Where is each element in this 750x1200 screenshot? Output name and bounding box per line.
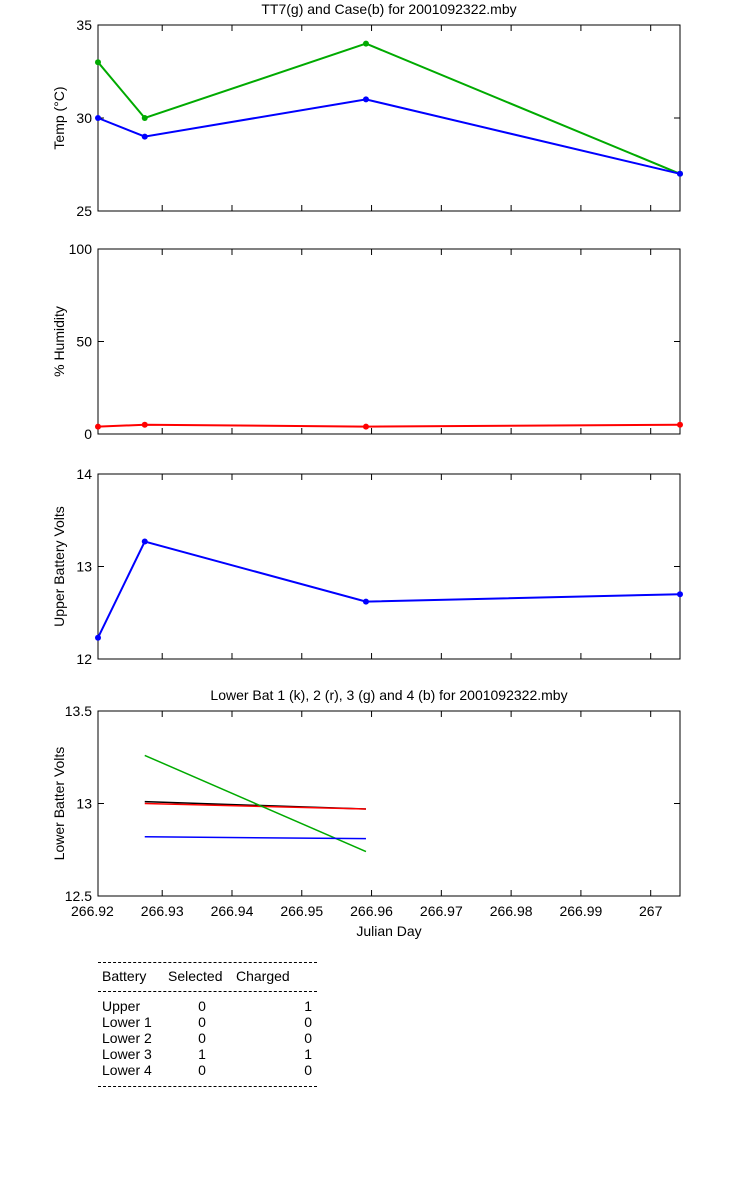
charged-value: 1 [304,1046,312,1062]
y-tick-label: 12.5 [65,888,92,904]
data-point [362,96,369,103]
y-axis-label: % Humidity [51,306,67,377]
chart-panel: 12.5 13 13.5 266.92 266.93 266.94 266.95 266.96… [51,687,681,939]
chart-panel: 0 50 100 % Humidity [51,241,683,442]
battery-name: Lower 2 [102,1030,152,1046]
y-axis-label: Lower Batter Volts [51,747,67,861]
charged-value: 0 [304,1014,312,1030]
x-tick-label: 266.98 [490,903,533,919]
plot-frame [97,473,681,660]
x-tick-label: 266.94 [211,903,254,919]
y-tick-label: 0 [84,426,92,442]
table-rule-top [98,962,317,963]
y-tick-label: 12 [76,651,92,667]
table-row: Lower 1 0 0 [98,1014,317,1030]
chart-title: Lower Bat 1 (k), 2 (r), 3 (g) and 4 (b) … [210,687,567,703]
data-point [141,538,148,545]
battery-name: Lower 4 [102,1062,152,1078]
charged-value: 0 [304,1062,312,1078]
y-tick-label: 13 [76,559,92,575]
chart-title: TT7(g) and Case(b) for 2001092322.mby [261,1,516,17]
selected-value: 0 [198,1030,206,1046]
series-line-ff0000 [144,802,366,810]
y-tick-label: 25 [76,203,92,219]
data-point [141,115,148,121]
x-tick-label: 266.97 [420,903,463,919]
series-line-00aa00 [97,42,681,175]
table-body: Upper 0 1 Lower 1 0 0 Lower 2 0 0 Lower … [98,992,317,1086]
y-axis-label: Upper Battery Volts [51,506,67,627]
table-rule-bottom [98,1086,317,1087]
table-row: Lower 4 0 0 [98,1062,317,1078]
x-axis-label: Julian Day [356,923,421,939]
selected-value: 0 [198,1062,206,1078]
data-point [677,170,683,177]
data-point [677,421,683,428]
table-row: Lower 3 1 1 [98,1046,317,1062]
y-tick-label: 13.5 [65,703,92,719]
charged-value: 1 [304,998,312,1014]
y-axis-label: Temp (°C) [51,86,67,149]
battery-status-table: Battery Selected Charged Upper 0 1 Lower… [98,962,317,1087]
x-tick-label: 266.95 [280,903,323,919]
battery-name: Lower 1 [102,1014,152,1030]
y-tick-label: 100 [69,241,93,257]
data-point [141,421,148,428]
chart-panel: 25 30 35 TT7(g) and Case(b) for 2001092322.… [51,1,683,219]
chart-figure: 25 30 35 TT7(g) and Case(b) for 2001092322.… [51,1,683,939]
series-line-00aa00 [144,754,367,853]
header-battery: Battery [102,968,147,984]
battery-name: Lower 3 [102,1046,152,1062]
data-point [362,40,369,47]
data-point [362,598,369,605]
selected-value: 0 [198,998,206,1014]
y-tick-label: 13 [76,796,92,812]
data-point [95,115,101,121]
x-tick-label: 266.93 [141,903,184,919]
header-charged: Charged [236,968,290,984]
series-line-0000ff [144,836,366,840]
x-tick-label: 266.96 [350,903,393,919]
battery-name: Upper [102,998,141,1014]
y-tick-label: 14 [76,466,92,482]
x-tick-label: 267 [639,903,663,919]
data-point [141,133,148,140]
y-tick-label: 50 [76,334,92,350]
table-rule-middle [98,991,317,992]
data-point [95,423,101,430]
chart-panel: 12 13 14 Upper Battery Volts [51,466,683,667]
table-row: Lower 2 0 0 [98,1030,317,1046]
selected-value: 0 [198,1014,206,1030]
table-row: Upper 0 1 [98,998,317,1014]
series-line-ff0000 [97,423,681,428]
series-line-0000ff [97,98,681,175]
x-tick-label: 266.92 [71,903,114,919]
data-point [95,634,101,641]
charged-value: 0 [304,1030,312,1046]
y-tick-label: 30 [76,110,92,126]
plot-frame [97,248,681,435]
data-point [677,591,683,598]
series-line-0000ff [97,540,681,639]
table-header-row: Battery Selected Charged [98,963,317,991]
y-tick-label: 35 [76,17,92,33]
header-selected: Selected [168,968,223,984]
selected-value: 1 [198,1046,206,1062]
data-point [362,423,369,430]
data-point [95,59,101,66]
x-tick-label: 266.99 [559,903,602,919]
